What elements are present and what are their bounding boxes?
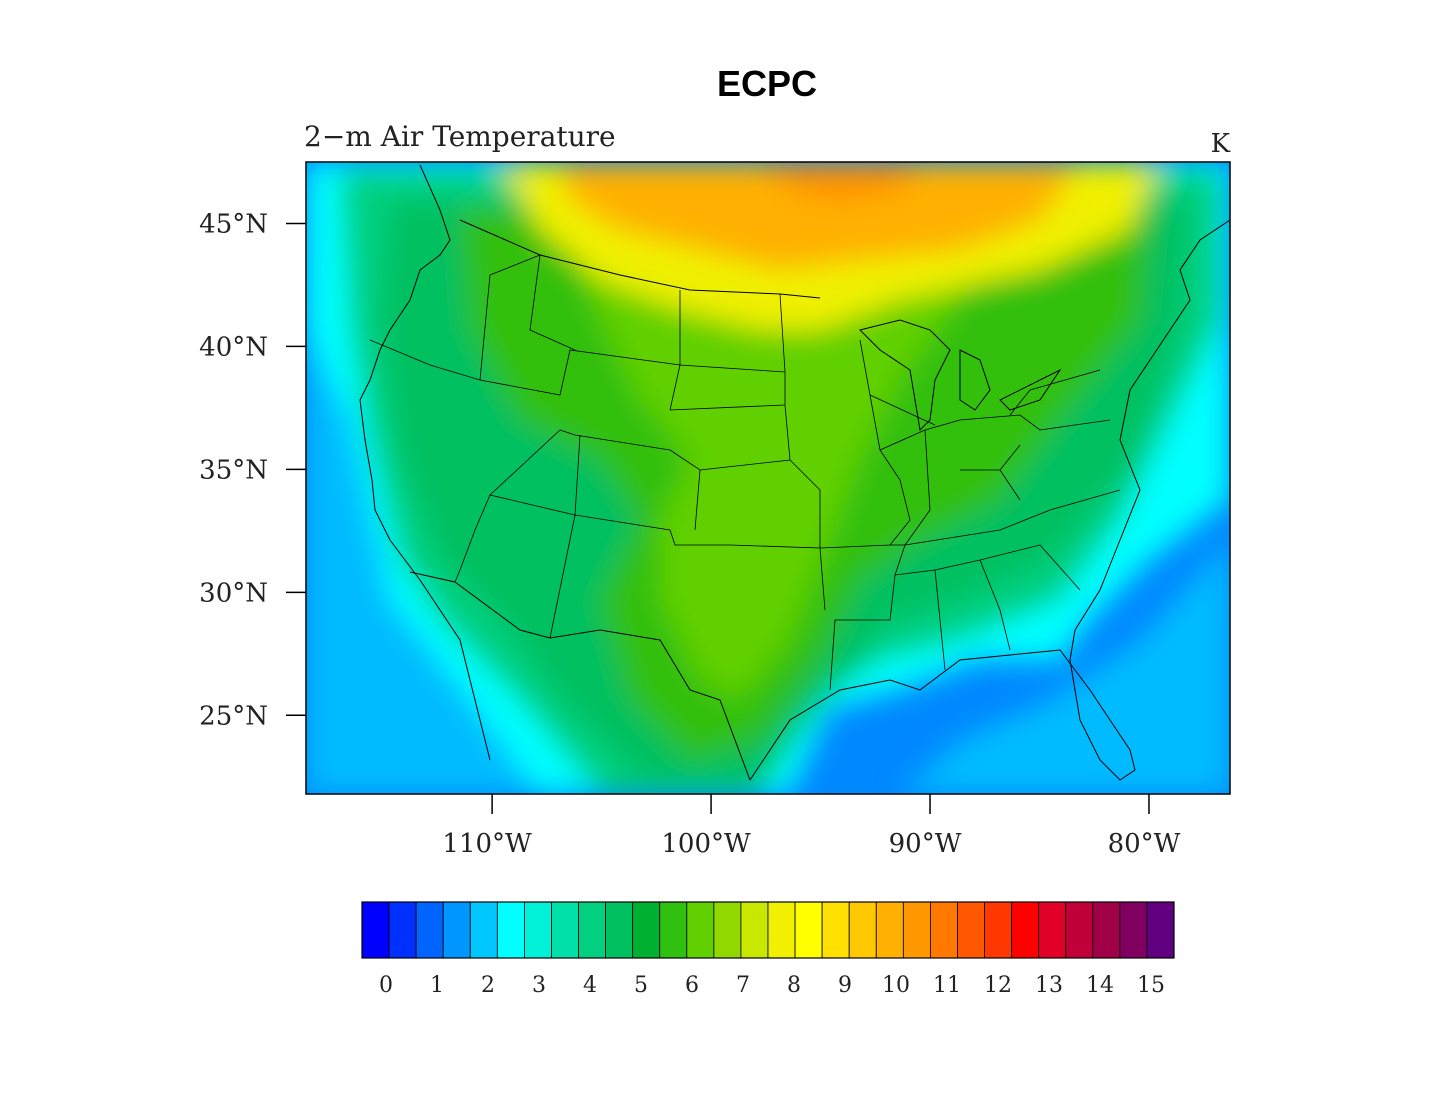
lon-tick-label: 110°W (442, 829, 532, 859)
colorbar-swatch (442, 901, 471, 959)
lat-tick-label: 25°N (199, 701, 268, 731)
lat-tick-label: 40°N (199, 332, 268, 362)
colorbar-swatch (686, 901, 715, 959)
colorbar-swatch (578, 901, 606, 959)
colorbar-label: 15 (1137, 973, 1165, 998)
latitude-axis: 45°N 40°N 35°N 30°N 25°N (199, 209, 306, 731)
great-lakes (859, 319, 1062, 432)
map-frame (305, 161, 1231, 795)
colorbar-swatch (659, 901, 688, 959)
field-land-warm (560, 220, 1000, 700)
gulf-coastline (749, 219, 1230, 781)
colorbar-swatch (551, 901, 579, 959)
colorbar-label: 14 (1086, 973, 1114, 998)
colorbar-swatch (930, 901, 958, 959)
state-boundaries (369, 254, 1121, 691)
colorbar-swatch (848, 901, 877, 959)
colorbar-frame (361, 901, 1175, 959)
colorbar-label: 12 (984, 973, 1012, 998)
colorbar-swatch (524, 901, 552, 959)
us-canada-border (459, 219, 821, 299)
colorbar-swatch (388, 901, 417, 959)
colorbar-label: 5 (634, 973, 648, 998)
units-label: K (1211, 129, 1231, 159)
colorbar-swatch (957, 901, 985, 959)
colorbar-swatch (875, 901, 904, 959)
colorbar-label: 0 (379, 973, 393, 998)
colorbar-swatch (984, 901, 1012, 959)
colorbar-swatch (767, 901, 796, 959)
colorbar-label: 8 (787, 973, 801, 998)
colorbar-swatch (1119, 901, 1148, 959)
colorbar-swatch (361, 901, 390, 959)
colorbar-swatch (1011, 901, 1040, 959)
colorbar-label: 7 (736, 973, 750, 998)
figure-title: ECPC (717, 63, 817, 104)
colorbar-label: 9 (838, 973, 852, 998)
colorbar-label: 6 (685, 973, 699, 998)
colorbar-label: 13 (1035, 973, 1063, 998)
colorbar-swatch (740, 901, 769, 959)
field-north-orange (560, 162, 1080, 270)
colorbar-swatch (1146, 901, 1175, 959)
colorbar-swatch (632, 901, 661, 959)
colorbar-swatch (415, 901, 444, 959)
colorbar-swatch (713, 901, 742, 959)
colorbar-swatch (496, 901, 525, 959)
figure-subtitle: 2−m Air Temperature (304, 120, 616, 153)
colorbar-swatch (1065, 901, 1094, 959)
colorbar-label: 2 (481, 973, 495, 998)
lon-tick-label: 90°W (889, 829, 962, 859)
colorbar-swatch (605, 901, 634, 959)
colorbar-label: 10 (882, 973, 910, 998)
colorbar-label: 3 (532, 973, 546, 998)
colorbar-label: 1 (430, 973, 444, 998)
us-coastline (359, 164, 491, 761)
temperature-field (306, 162, 1230, 794)
map-outlines (359, 164, 1230, 781)
us-mexico-border (409, 571, 751, 781)
field-north-hot (760, 162, 920, 200)
colorbar-swatch (1092, 901, 1121, 959)
colorbar-swatch (794, 901, 823, 959)
colorbar-swatch (469, 901, 498, 959)
colorbar-swatch (902, 901, 931, 959)
field-ocean (306, 330, 1230, 794)
colorbar: 0 1 2 3 4 5 6 7 8 9 10 11 12 13 14 15 (361, 901, 1175, 998)
colorbar-swatch (821, 901, 850, 959)
lat-tick-label: 45°N (199, 209, 268, 239)
lat-tick-label: 35°N (199, 455, 268, 485)
colorbar-label: 11 (933, 973, 961, 998)
lon-tick-label: 100°W (661, 829, 751, 859)
longitude-axis: 110°W 100°W 90°W 80°W (442, 794, 1181, 859)
lon-tick-label: 80°W (1108, 829, 1181, 859)
lat-tick-label: 30°N (199, 578, 268, 608)
colorbar-label: 4 (583, 973, 597, 998)
colorbar-swatch (1038, 901, 1067, 959)
